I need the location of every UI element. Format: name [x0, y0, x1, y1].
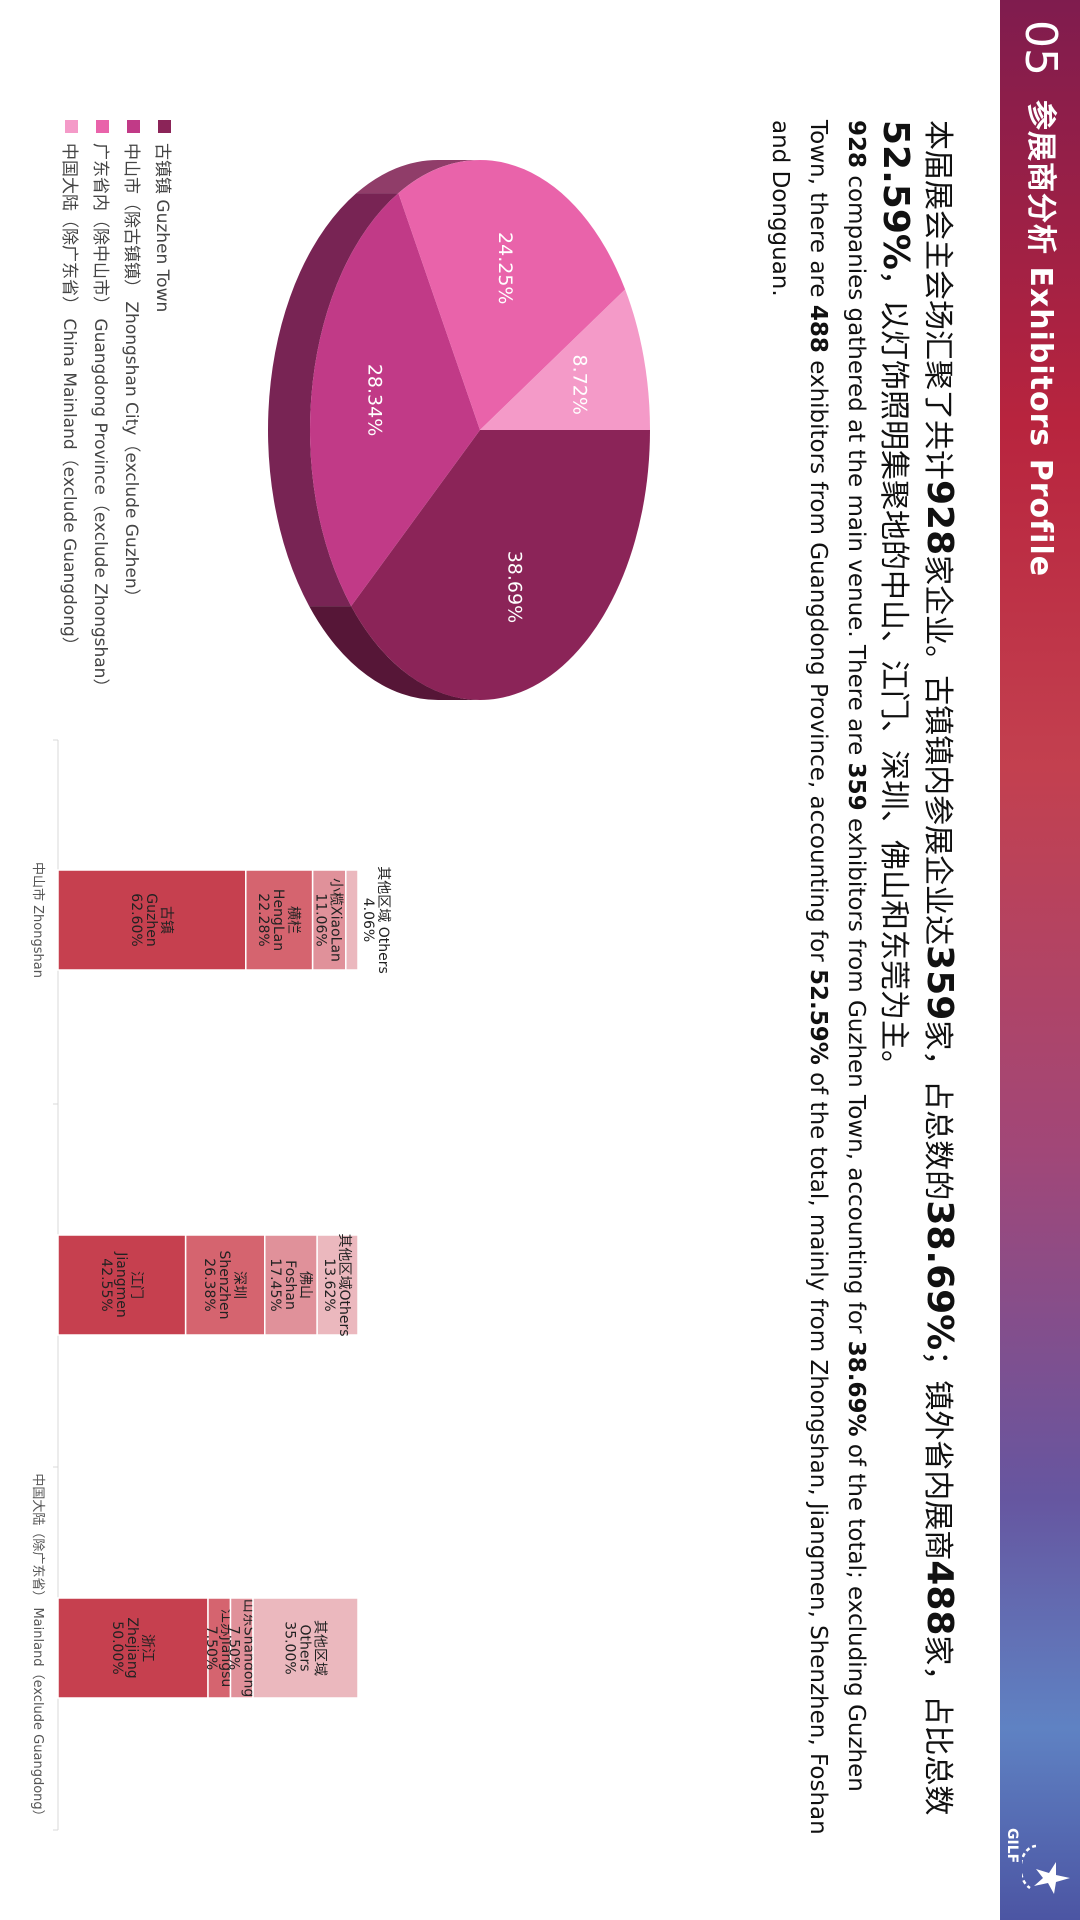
bar-segment-label: 其他区域Others [336, 1233, 352, 1336]
bar-segment-label: 其他区域 Others [375, 866, 391, 974]
bar-segment-label: Guzhen [143, 893, 159, 946]
bar-segment-label: 4.06% [360, 898, 376, 942]
bar-segment-label: 古镇 [158, 906, 174, 934]
pie-slice-side [309, 606, 480, 700]
bar-segment [316, 1234, 359, 1336]
bar-segment-label: 7.50% [225, 1626, 241, 1670]
pie-slice [480, 289, 650, 430]
bar-segment-label: 其他区域 [312, 1620, 328, 1676]
bar-segment-label: 17.45% [267, 1258, 283, 1311]
pie-slice-label: 28.34% [363, 364, 385, 436]
bar-segment-label: 11.06% [313, 893, 329, 946]
pie-slice-side [268, 193, 399, 607]
bar-segment-label: Foshan [282, 1260, 298, 1310]
bar-segment-label: Jiangmen [113, 1251, 129, 1317]
gilf-logo: GILF [1004, 1828, 1074, 1898]
bar-segment-label: 横栏 [285, 906, 301, 934]
bar-segment-label: 江门 [128, 1271, 144, 1299]
bar-segment-label: Zhejiang [124, 1617, 140, 1678]
bar-segment [252, 1597, 359, 1699]
pie-side-walls [268, 160, 480, 700]
bar-segment-label: HengLan [270, 889, 286, 951]
bar-segment-label: 26.38% [201, 1258, 217, 1311]
header-banner: 05 参展商分析 Exhibitors Profile GILF [1000, 0, 1080, 1920]
x-category-label: 中国大陆（除广东省） Mainland（exclude Guangdong） [30, 1473, 46, 1822]
bar-segment-label: 62.60% [128, 893, 144, 946]
bar-segment-label: 深圳 [231, 1271, 247, 1299]
pie-slice-side [356, 160, 480, 194]
pie-slice [351, 430, 650, 700]
pie-slice-label: 24.25% [494, 232, 516, 304]
bar-segment-label: Shenzhen [216, 1251, 232, 1320]
bar-segment-label: 7.50% [203, 1626, 219, 1670]
bar-segment-label: 佛山 [297, 1271, 313, 1299]
bar-segment-label: 50.00% [109, 1621, 125, 1674]
pie-slice-label: 8.72% [568, 355, 590, 415]
pie-slice-label: 38.69% [504, 551, 526, 623]
pie-slice [398, 160, 626, 430]
bar-segment-label: 35.00% [282, 1621, 298, 1674]
bar-segment-label: 浙江 [139, 1634, 155, 1662]
bar-segment-label: 13.62% [321, 1258, 337, 1311]
pie-slice [310, 193, 480, 607]
exhibitor-origin-pie-chart: 38.69% 28.34% 24.25% 8.72% [268, 160, 650, 700]
bar-segment-label: 小榄XiaoLan [328, 878, 344, 962]
bar-segment [345, 869, 359, 971]
bar-segment-label: 42.55% [98, 1258, 114, 1311]
x-category-label: 中山市 Zhongshan [30, 862, 46, 978]
bar-segment-label: 22.28% [255, 893, 271, 946]
star-icon [1022, 1844, 1070, 1894]
bar-segment-label: Others [297, 1624, 313, 1671]
